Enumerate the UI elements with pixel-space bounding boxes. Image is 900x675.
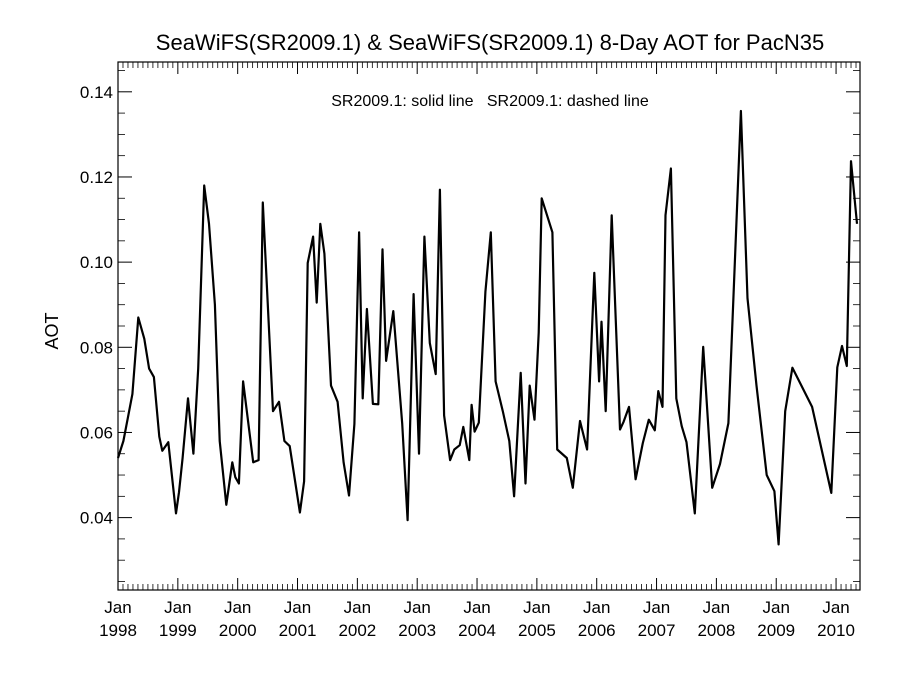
y-tick-label-2: 0.08: [80, 338, 113, 357]
y-tick-label-5: 0.14: [80, 83, 113, 102]
x-tick-label-10-line-1: 2008: [697, 621, 735, 640]
chart-annotation: SR2009.1: solid line SR2009.1: dashed li…: [331, 93, 649, 110]
x-tick-label-3-line-0: Jan: [284, 598, 311, 617]
x-tick-label-2-line-1: 2000: [219, 621, 257, 640]
x-tick-label-10-line-0: Jan: [703, 598, 730, 617]
x-tick-label-9-line-0: Jan: [643, 598, 670, 617]
x-tick-label-5-line-1: 2003: [398, 621, 436, 640]
y-tick-label-4: 0.12: [80, 168, 113, 187]
x-tick-label-11-line-0: Jan: [763, 598, 790, 617]
x-tick-label-0-line-1: 1998: [99, 621, 137, 640]
chart-title: SeaWiFS(SR2009.1) & SeaWiFS(SR2009.1) 8-…: [156, 30, 824, 55]
x-tick-label-7-line-1: 2005: [518, 621, 556, 640]
x-tick-label-1-line-0: Jan: [164, 598, 191, 617]
plot-frame: [117, 61, 861, 591]
x-tick-label-2-line-0: Jan: [224, 598, 251, 617]
x-tick-label-1-line-1: 1999: [159, 621, 197, 640]
y-tick-label-1: 0.06: [80, 423, 113, 442]
series-line-0: [116, 109, 859, 546]
x-tick-label-5-line-0: Jan: [403, 598, 430, 617]
axis-tick-labels: Jan 1998 Jan 1999 Jan 2000 Jan 2001 Jan 2002 Jan 20…: [80, 83, 855, 640]
y-axis-label: AOT: [42, 312, 62, 349]
y-tick-label-0: 0.04: [80, 509, 113, 528]
axis-ticks: [117, 62, 860, 590]
x-tick-label-4-line-0: Jan: [344, 598, 371, 617]
x-tick-label-8-line-0: Jan: [583, 598, 610, 617]
x-tick-label-12-line-0: Jan: [822, 598, 849, 617]
x-tick-label-0-line-0: Jan: [104, 598, 131, 617]
x-tick-label-6-line-0: Jan: [463, 598, 490, 617]
series-layer: [116, 109, 859, 546]
x-tick-label-9-line-1: 2007: [638, 621, 676, 640]
y-tick-label-3: 0.10: [80, 253, 113, 272]
x-tick-label-8-line-1: 2006: [578, 621, 616, 640]
x-tick-label-7-line-0: Jan: [523, 598, 550, 617]
x-tick-label-11-line-1: 2009: [757, 621, 795, 640]
x-tick-label-6-line-1: 2004: [458, 621, 496, 640]
x-tick-label-12-line-1: 2010: [817, 621, 855, 640]
x-tick-label-3-line-1: 2001: [279, 621, 317, 640]
x-tick-label-4-line-1: 2002: [338, 621, 376, 640]
